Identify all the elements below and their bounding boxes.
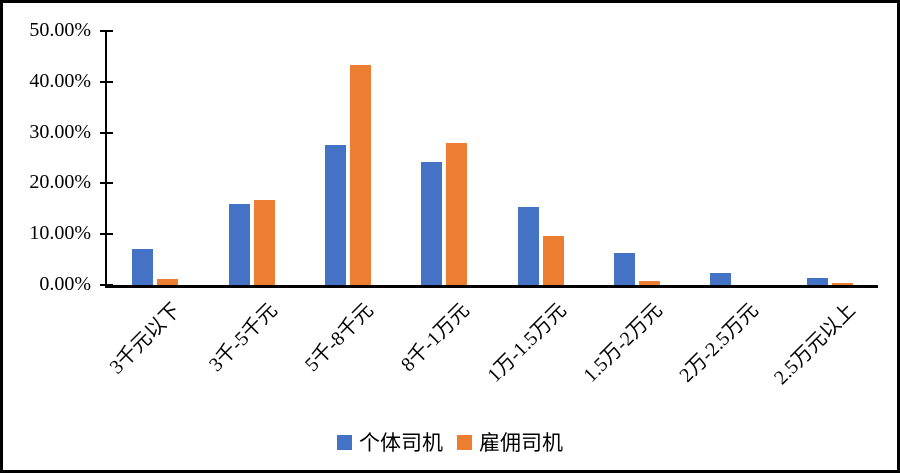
x-axis-category-label: 3千-5千元	[204, 299, 282, 377]
y-axis-tick-mark	[100, 80, 113, 83]
bar-series-0-cat-6	[710, 272, 732, 285]
y-axis-tick-label: 0.00%	[39, 273, 91, 296]
x-axis-category-label: 5千-8千元	[300, 299, 378, 377]
y-axis-tick-label: 40.00%	[29, 69, 91, 92]
bar-series-1-cat-7	[831, 283, 853, 285]
legend-swatch-blue	[337, 434, 352, 450]
y-axis-tick-mark	[100, 182, 113, 185]
legend-swatch-orange	[457, 434, 472, 450]
bar-series-0-cat-3	[421, 162, 443, 285]
bar-series-1-cat-1	[253, 199, 275, 285]
y-axis-tick-label: 10.00%	[29, 222, 91, 245]
bar-series-0-cat-4	[517, 207, 539, 285]
y-axis-tick-mark	[100, 284, 113, 286]
x-axis-category-label: 1万-1.5万元	[483, 299, 571, 387]
legend-label-series-1: 雇佣司机	[479, 431, 563, 455]
legend-item-series-1: 雇佣司机	[457, 427, 563, 457]
bar-series-0-cat-2	[324, 145, 346, 285]
bar-series-1-cat-4	[542, 236, 564, 285]
legend: 个体司机 雇佣司机	[3, 427, 897, 457]
x-axis-category-label: 2.5万元以上	[769, 299, 860, 390]
x-axis-category-label: 8千-1万元	[397, 299, 475, 377]
bar-series-1-cat-0	[157, 278, 179, 285]
plot-area	[105, 31, 878, 288]
legend-label-series-0: 个体司机	[359, 431, 443, 455]
bar-series-0-cat-1	[228, 204, 250, 285]
y-axis-tick-mark	[100, 233, 113, 236]
bar-series-0-cat-7	[806, 277, 828, 285]
y-axis-tick-mark	[100, 30, 113, 32]
x-axis-category-label: 2万-2.5万元	[675, 299, 764, 387]
y-axis-tick-label: 50.00%	[29, 19, 91, 42]
legend-item-series-0: 个体司机	[337, 427, 443, 457]
y-axis-tick-label: 30.00%	[29, 120, 91, 143]
bar-series-1-cat-5	[639, 281, 661, 285]
bar-series-1-cat-3	[446, 142, 468, 285]
bar-series-1-cat-2	[349, 64, 371, 285]
y-axis-tick-mark	[100, 131, 113, 134]
bar-series-0-cat-5	[614, 253, 636, 285]
y-axis-tick-label: 20.00%	[29, 171, 91, 194]
x-axis-category-label: 1.5万-2万元	[579, 299, 667, 387]
bar-series-0-cat-0	[132, 249, 154, 285]
x-axis-category-label: 3千元以下	[105, 299, 185, 379]
